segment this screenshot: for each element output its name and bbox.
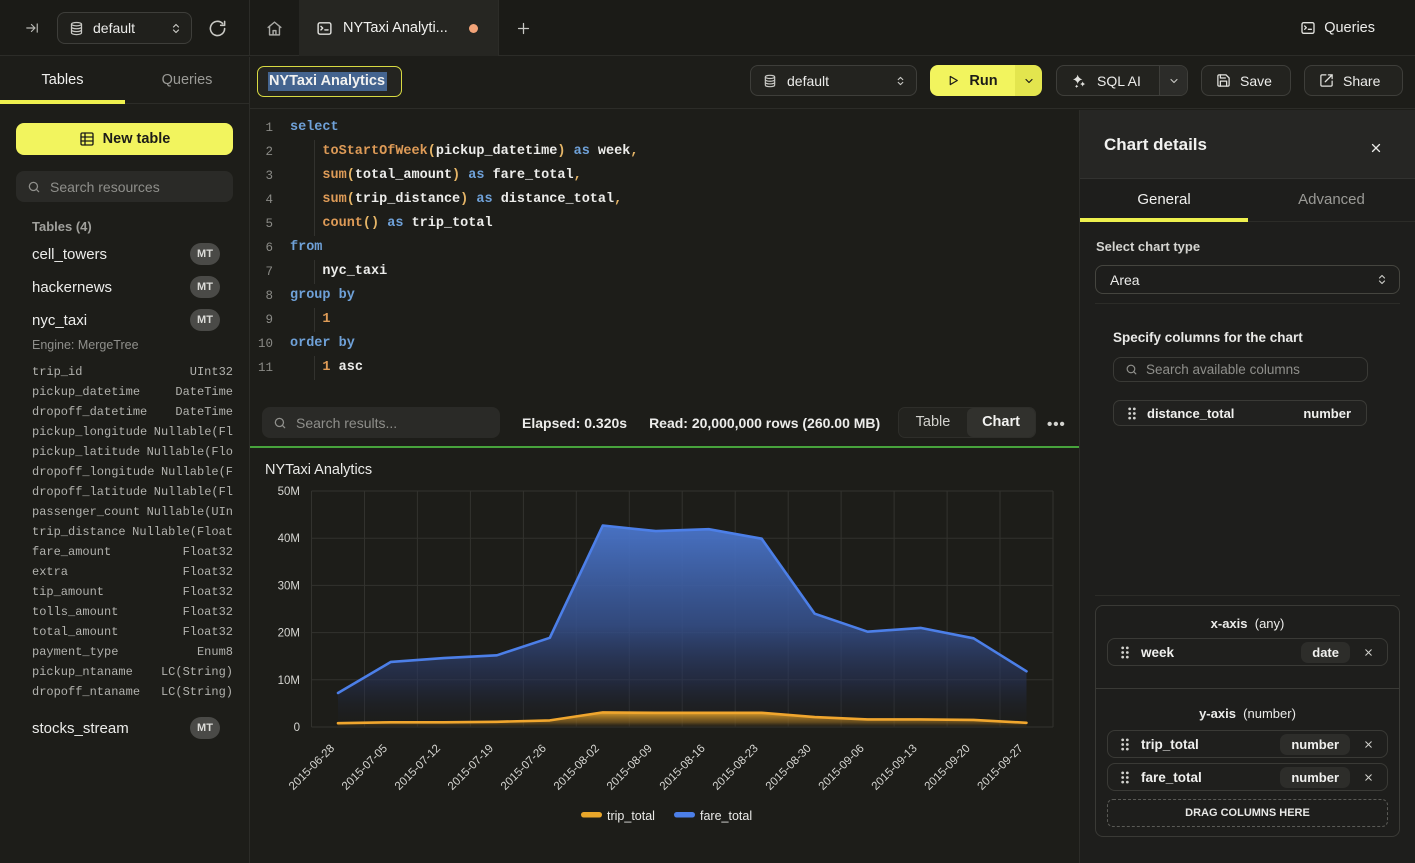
svg-text:2015-07-19: 2015-07-19	[446, 743, 496, 793]
svg-text:2015-08-16: 2015-08-16	[658, 743, 708, 793]
svg-text:2015-07-05: 2015-07-05	[340, 743, 390, 793]
svg-text:30M: 30M	[278, 580, 300, 592]
svg-text:20M: 20M	[278, 628, 300, 640]
svg-text:2015-08-09: 2015-08-09	[605, 743, 655, 793]
svg-text:2015-07-12: 2015-07-12	[393, 743, 443, 793]
svg-text:trip_total: trip_total	[607, 809, 655, 823]
svg-text:2015-09-27: 2015-09-27	[976, 743, 1026, 793]
svg-text:2015-08-23: 2015-08-23	[711, 743, 761, 793]
svg-text:2015-08-02: 2015-08-02	[552, 743, 602, 793]
svg-text:2015-09-20: 2015-09-20	[923, 743, 973, 793]
svg-text:2015-09-13: 2015-09-13	[870, 743, 920, 793]
svg-text:10M: 10M	[278, 675, 300, 687]
svg-text:fare_total: fare_total	[700, 809, 752, 823]
svg-text:50M: 50M	[278, 486, 300, 498]
svg-text:NYTaxi Analytics: NYTaxi Analytics	[265, 462, 372, 478]
svg-text:40M: 40M	[278, 533, 300, 545]
svg-text:2015-08-30: 2015-08-30	[764, 743, 814, 793]
svg-text:2015-07-26: 2015-07-26	[499, 743, 549, 793]
svg-text:2015-06-28: 2015-06-28	[287, 743, 337, 793]
svg-text:0: 0	[294, 722, 300, 734]
svg-text:2015-09-06: 2015-09-06	[817, 743, 867, 793]
